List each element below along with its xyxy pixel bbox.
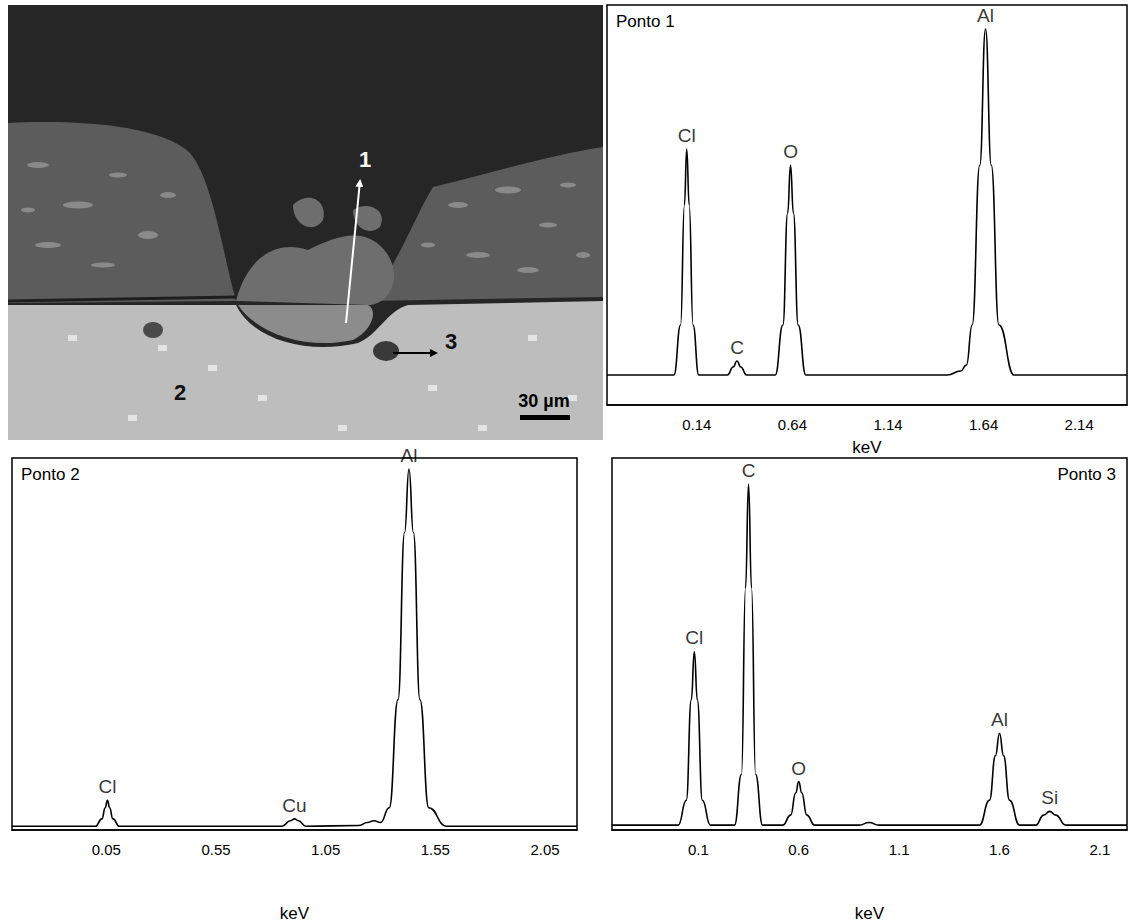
- svg-text:2.14: 2.14: [1065, 416, 1094, 433]
- svg-text:1.64: 1.64: [969, 416, 998, 433]
- svg-text:C: C: [742, 460, 756, 481]
- svg-text:3: 3: [445, 329, 457, 354]
- svg-text:1.14: 1.14: [873, 416, 902, 433]
- svg-text:1.6: 1.6: [989, 841, 1010, 858]
- svg-text:Ponto 1: Ponto 1: [616, 12, 675, 31]
- svg-text:0.55: 0.55: [201, 841, 230, 858]
- svg-text:0.1: 0.1: [688, 841, 709, 858]
- svg-text:1.55: 1.55: [421, 841, 450, 858]
- svg-text:Ponto 2: Ponto 2: [21, 465, 80, 484]
- svg-text:O: O: [783, 141, 798, 162]
- svg-text:Cl: Cl: [98, 776, 116, 797]
- svg-text:Al: Al: [401, 445, 418, 466]
- svg-text:Cl: Cl: [685, 627, 703, 648]
- svg-text:Ponto 3: Ponto 3: [1057, 465, 1116, 484]
- svg-text:0.14: 0.14: [682, 416, 711, 433]
- svg-text:Al: Al: [977, 5, 994, 26]
- svg-text:keV: keV: [855, 904, 885, 923]
- svg-text:2.05: 2.05: [530, 841, 559, 858]
- svg-text:1.1: 1.1: [889, 841, 910, 858]
- svg-text:C: C: [730, 337, 744, 358]
- svg-text:1: 1: [359, 147, 371, 172]
- svg-text:Cl: Cl: [678, 125, 696, 146]
- svg-text:1.05: 1.05: [311, 841, 340, 858]
- svg-text:30 µm: 30 µm: [518, 391, 569, 411]
- svg-text:keV: keV: [852, 438, 882, 457]
- svg-text:0.64: 0.64: [778, 416, 807, 433]
- svg-text:Si: Si: [1041, 787, 1058, 808]
- svg-text:2.1: 2.1: [1089, 841, 1110, 858]
- svg-text:0.05: 0.05: [92, 841, 121, 858]
- svg-text:2: 2: [174, 380, 186, 405]
- svg-text:keV: keV: [280, 904, 310, 923]
- svg-text:Cu: Cu: [282, 795, 306, 816]
- svg-text:0.6: 0.6: [788, 841, 809, 858]
- svg-text:Al: Al: [991, 709, 1008, 730]
- svg-text:O: O: [791, 758, 806, 779]
